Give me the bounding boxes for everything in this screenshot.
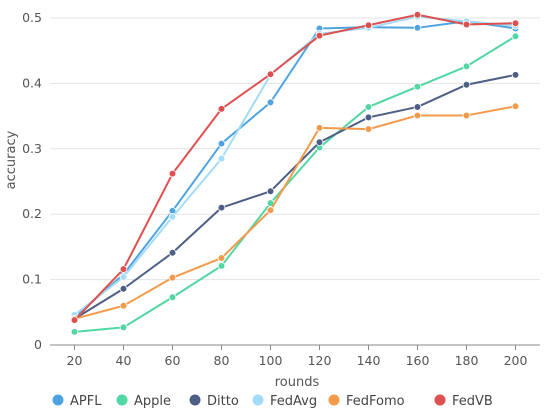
data-point-fedfomo xyxy=(266,206,275,215)
legend-label-fedavg: FedAvg xyxy=(270,394,317,409)
legend-swatch-apple xyxy=(116,394,128,406)
data-point-ditto xyxy=(511,71,520,79)
y-axis-title: accuracy xyxy=(4,130,19,189)
data-point-ditto xyxy=(462,80,471,89)
data-point-fedvb xyxy=(511,19,520,28)
series-line-apple xyxy=(74,35,517,333)
data-point-fedvb xyxy=(70,316,79,324)
legend-swatch-apfl xyxy=(52,394,64,406)
x-tick-label: 200 xyxy=(504,353,528,368)
data-point-fedvb xyxy=(119,265,128,273)
legend-label-fedvb: FedVB xyxy=(452,394,493,409)
legend-swatch-ditto xyxy=(189,394,201,406)
legend-item-apple: Apple xyxy=(116,394,171,409)
data-point-fedavg xyxy=(119,273,128,281)
data-point-ditto xyxy=(413,103,422,111)
x-axis-title: rounds xyxy=(275,375,320,390)
data-point-fedfomo xyxy=(462,111,471,120)
data-point-apple xyxy=(119,323,128,332)
data-point-apfl xyxy=(217,139,226,148)
data-point-fedvb xyxy=(462,20,471,29)
data-point-apple xyxy=(217,262,226,270)
x-tick-label: 40 xyxy=(116,353,132,368)
data-point-fedvb xyxy=(364,21,373,29)
data-point-fedfomo xyxy=(119,301,128,310)
series-fedvb xyxy=(70,10,520,324)
data-point-fedfomo xyxy=(413,111,422,120)
x-tick-label: 80 xyxy=(214,353,230,368)
legend-item-fedfomo: FedFomo xyxy=(328,394,405,409)
x-tick-label: 160 xyxy=(406,353,430,368)
series-ditto xyxy=(70,71,520,323)
series-line-ditto xyxy=(73,73,516,320)
series-line-apfl xyxy=(73,20,516,319)
data-point-apple xyxy=(462,62,471,71)
x-tick-label: 140 xyxy=(357,353,381,368)
legend-label-apfl: APFL xyxy=(70,394,102,409)
data-point-fedfomo xyxy=(511,102,520,111)
data-point-fedvb xyxy=(315,31,324,40)
y-tick-label: 0 xyxy=(34,337,42,352)
x-tick-label: 120 xyxy=(308,353,332,368)
x-tick-label: 20 xyxy=(67,353,83,368)
data-point-apple xyxy=(70,328,79,336)
legend-item-fedavg: FedAvg xyxy=(252,394,317,409)
legend-label-ditto: Ditto xyxy=(207,394,239,409)
y-tick-label: 0.2 xyxy=(22,206,42,221)
data-point-apfl xyxy=(266,98,275,107)
data-point-fedfomo xyxy=(168,273,177,282)
data-point-apfl xyxy=(413,24,422,32)
data-point-apple xyxy=(168,293,177,302)
data-point-ditto xyxy=(217,203,226,212)
data-point-fedfomo xyxy=(364,125,373,133)
data-point-ditto xyxy=(364,113,373,122)
data-point-fedfomo xyxy=(217,254,226,262)
series-line-fedfomo xyxy=(74,105,516,320)
legend-item-ditto: Ditto xyxy=(189,394,239,409)
legend-swatch-fedfomo xyxy=(328,394,340,406)
series-line-fedvb xyxy=(73,13,516,321)
legend-swatch-fedavg xyxy=(252,394,264,406)
data-point-ditto xyxy=(315,138,324,147)
x-tick-label: 60 xyxy=(165,353,181,368)
series-fedfomo xyxy=(70,102,520,323)
data-point-fedvb xyxy=(217,105,226,113)
data-point-ditto xyxy=(119,284,128,293)
y-tick-label: 0.3 xyxy=(22,141,42,156)
data-point-fedavg xyxy=(168,213,177,221)
x-tick-label: 100 xyxy=(259,353,283,368)
y-tick-label: 0.4 xyxy=(22,75,42,90)
data-point-apple xyxy=(511,32,520,41)
data-point-ditto xyxy=(168,248,177,257)
data-point-fedvb xyxy=(266,70,275,79)
data-point-ditto xyxy=(266,187,275,196)
x-tick-label: 180 xyxy=(455,353,479,368)
data-point-apple xyxy=(413,82,422,91)
y-tick-label: 0.1 xyxy=(22,272,42,287)
data-point-fedvb xyxy=(168,169,177,178)
y-tick-label: 0.5 xyxy=(22,10,42,25)
data-point-apple xyxy=(364,103,373,111)
series-apple xyxy=(70,32,520,336)
legend-item-fedvb: FedVB xyxy=(434,394,493,409)
legend-label-apple: Apple xyxy=(134,394,171,409)
data-point-fedvb xyxy=(413,10,422,19)
legend-item-apfl: APFL xyxy=(52,394,102,409)
legend-label-fedfomo: FedFomo xyxy=(346,394,405,409)
data-point-fedfomo xyxy=(315,124,324,132)
legend-swatch-fedvb xyxy=(434,394,446,406)
data-point-fedavg xyxy=(217,154,226,163)
